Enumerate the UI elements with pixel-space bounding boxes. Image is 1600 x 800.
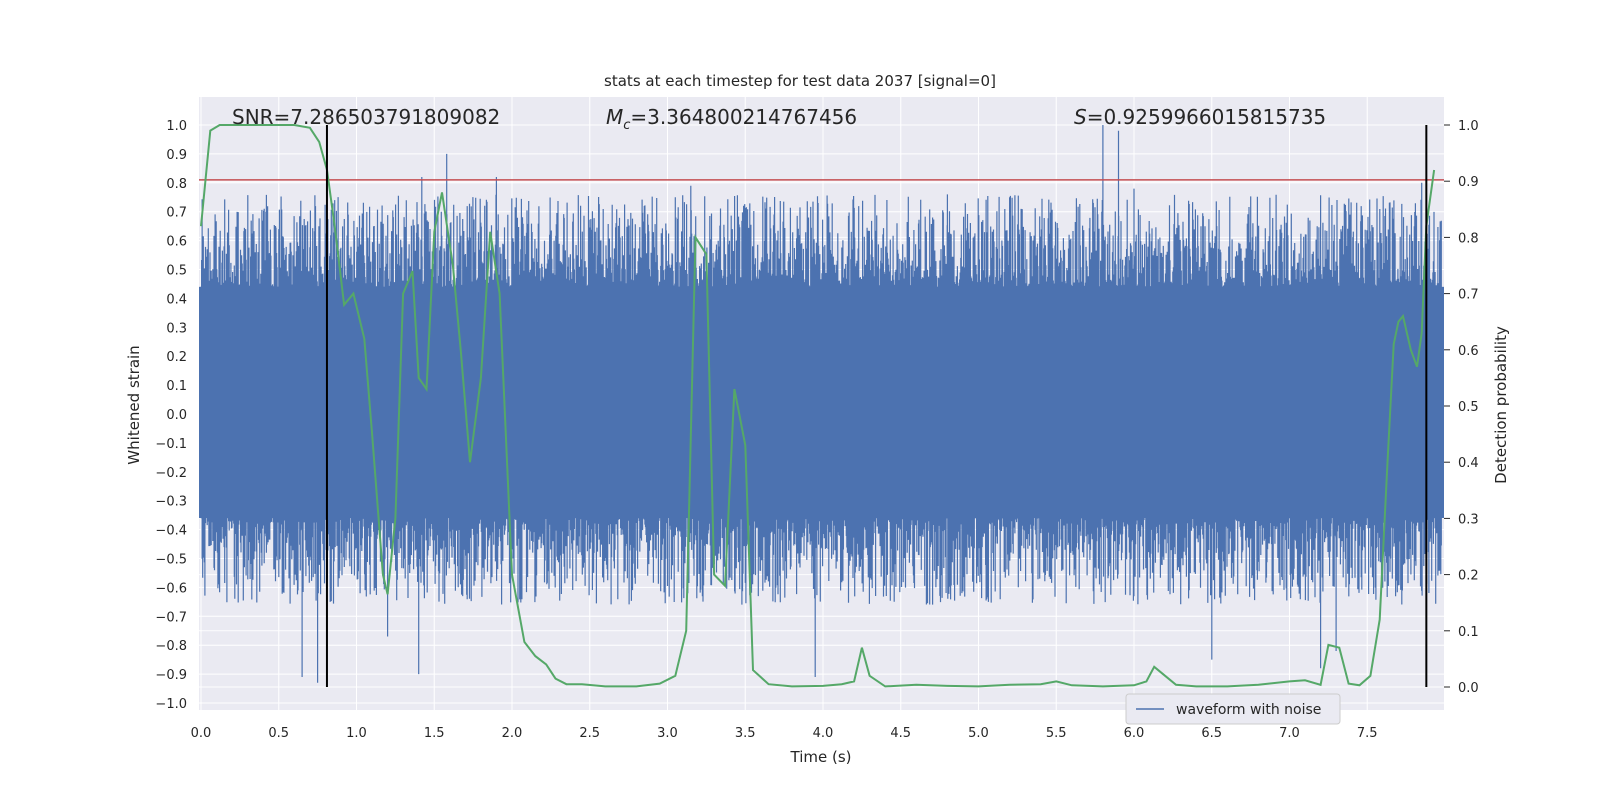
y-tick-label: 0.0 [166,408,187,423]
y2-tick-label: 0.7 [1458,288,1479,303]
x-tick-label: 0.0 [191,726,212,741]
x-tick-label: 3.0 [657,726,678,741]
mc-annotation: Mc=3.364800214767456 [606,105,857,133]
x-tick-label: 4.0 [813,726,834,741]
y-tick-label: −0.9 [155,668,187,683]
y-tick-label: −0.3 [155,495,187,510]
y-axis-right: 1.0 0.9 0.8 0.7 0.6 0.5 0.4 0.3 0.2 0.1 0.0 [1444,119,1479,696]
y-tick-label: −0.5 [155,553,187,568]
y2-tick-label: 0.1 [1458,625,1479,640]
x-tick-label: 6.0 [1124,726,1145,741]
x-tick-label: 7.0 [1279,726,1300,741]
y-tick-label: −0.4 [155,524,187,539]
y-tick-label: 0.5 [166,264,187,279]
y-tick-label: 0.8 [166,177,187,192]
x-axis-label: Time (s) [790,748,852,766]
y2-axis-label: Detection probability [1492,326,1510,484]
x-tick-label: 2.0 [502,726,523,741]
x-tick-label: 5.0 [968,726,989,741]
s-annotation: S=0.9259966015815735 [1074,105,1326,129]
y-tick-label: 0.7 [166,206,187,221]
y2-tick-label: 0.3 [1458,512,1479,527]
y2-tick-label: 1.0 [1458,119,1479,134]
y2-tick-label: 0.9 [1458,175,1479,190]
y-axis-label: Whitened strain [125,345,143,464]
legend: waveform with noise [1125,693,1341,725]
y-tick-label: 1.0 [166,119,187,134]
x-tick-label: 1.5 [424,726,445,741]
y2-tick-label: 0.2 [1458,569,1479,584]
y-tick-label: 0.2 [166,350,187,365]
y-tick-label: −0.2 [155,466,187,481]
y2-tick-label: 0.8 [1458,231,1479,246]
y-tick-label: −0.7 [155,610,187,625]
y-tick-label: 0.4 [166,292,187,307]
x-tick-label: 0.5 [268,726,289,741]
y2-tick-label: 0.6 [1458,344,1479,359]
y-tick-label: 0.6 [166,235,187,250]
y-tick-label: 0.9 [166,148,187,163]
y-tick-label: 0.1 [166,379,187,394]
y-axis-left: 1.0 0.9 0.8 0.7 0.6 0.5 0.4 0.3 0.2 0.1 0.0 −0.1 −0.… [155,119,187,712]
x-tick-label: 3.5 [735,726,756,741]
x-tick-label: 7.5 [1357,726,1378,741]
waveform-series [199,125,1444,683]
y-tick-label: −1.0 [155,697,187,712]
y-tick-label: −0.8 [155,639,187,654]
x-tick-label: 1.0 [346,726,367,741]
x-tick-label: 4.5 [890,726,911,741]
marker-lines [325,125,1428,687]
legend-label: waveform with noise [1176,702,1321,718]
legend-box [1125,693,1341,725]
y2-tick-label: 0.4 [1458,456,1479,471]
x-tick-label: 5.5 [1046,726,1067,741]
y-tick-label: 0.3 [166,321,187,336]
y2-tick-label: 0.5 [1458,400,1479,415]
x-tick-label: 2.5 [579,726,600,741]
y-tick-label: −0.1 [155,437,187,452]
x-axis: 0.0 0.5 1.0 1.5 2.0 2.5 3.0 3.5 4.0 4.5 5.0 5.5 6.0 6… [191,726,1378,741]
y-tick-label: −0.6 [155,581,187,596]
snr-annotation: SNR=7.286503791809082 [232,105,500,129]
chart-title: stats at each timestep for test data 203… [604,72,996,90]
detection-probability-line [200,124,1436,688]
detection-probability-series [200,124,1436,688]
x-tick-label: 6.5 [1201,726,1222,741]
y2-tick-label: 0.0 [1458,681,1479,696]
